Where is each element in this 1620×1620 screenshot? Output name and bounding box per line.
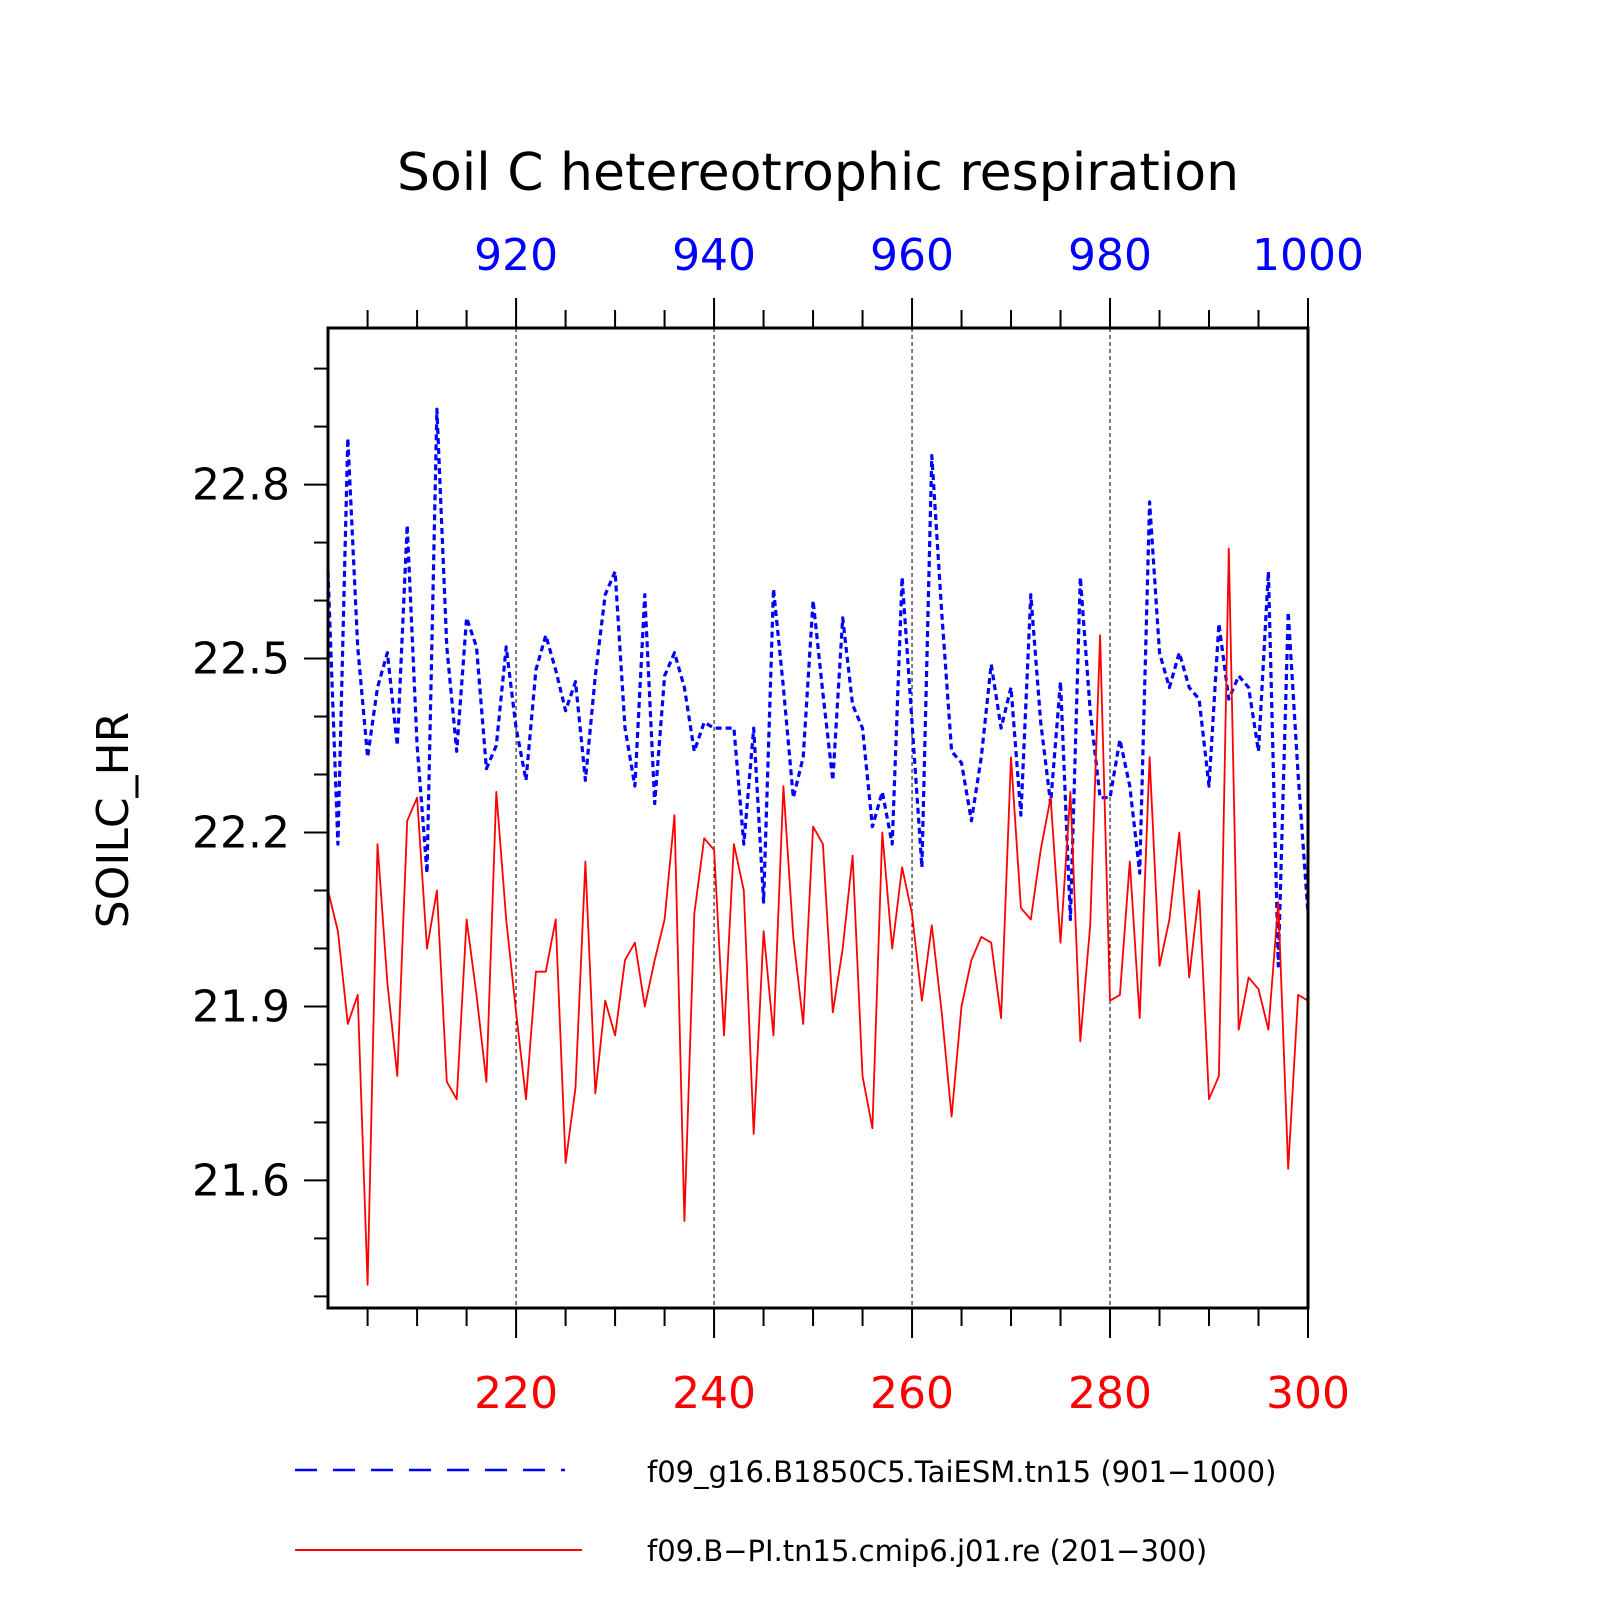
tick-layer: 21.6 21.9 22.2 22.5 22.8 220 240 260 280 300 920 94… xyxy=(192,230,1364,1419)
series-layer xyxy=(326,407,1310,1286)
x-top-tick-label: 960 xyxy=(870,230,954,281)
y-tick-label: 22.8 xyxy=(192,460,290,511)
grid-lines xyxy=(515,328,1111,1308)
x-bottom-tick-label: 300 xyxy=(1266,1368,1350,1419)
x-top-tick-label: 1000 xyxy=(1252,230,1364,281)
y-tick-label: 22.5 xyxy=(192,634,290,685)
plot-frame xyxy=(326,326,1310,1310)
y-tick-label: 21.6 xyxy=(192,1155,290,1206)
series-line-blue xyxy=(326,407,1310,968)
x-bottom-tick-label: 260 xyxy=(870,1368,954,1419)
series-line-red xyxy=(327,547,1309,1286)
y-axis-label: SOILC_HR xyxy=(88,712,139,928)
x-bottom-tick-label: 240 xyxy=(672,1368,756,1419)
axes-layer xyxy=(326,326,1310,1310)
legend: f09_g16.B1850C5.TaiESM.tn15 (901−1000) f… xyxy=(295,1455,1276,1568)
chart-title: Soil C hetereotrophic respiration xyxy=(397,143,1239,203)
y-tick-label: 22.2 xyxy=(192,807,290,858)
x-top-tick-label: 940 xyxy=(672,230,756,281)
x-bottom-tick-label: 220 xyxy=(474,1368,558,1419)
y-tick-label: 21.9 xyxy=(192,981,290,1032)
legend-label-blue: f09_g16.B1850C5.TaiESM.tn15 (901−1000) xyxy=(647,1455,1276,1489)
x-bottom-tick-label: 280 xyxy=(1068,1368,1152,1419)
legend-label-red: f09.B−PI.tn15.cmip6.j01.re (201−300) xyxy=(647,1534,1207,1568)
x-top-tick-label: 920 xyxy=(474,230,558,281)
x-top-tick-label: 980 xyxy=(1068,230,1152,281)
